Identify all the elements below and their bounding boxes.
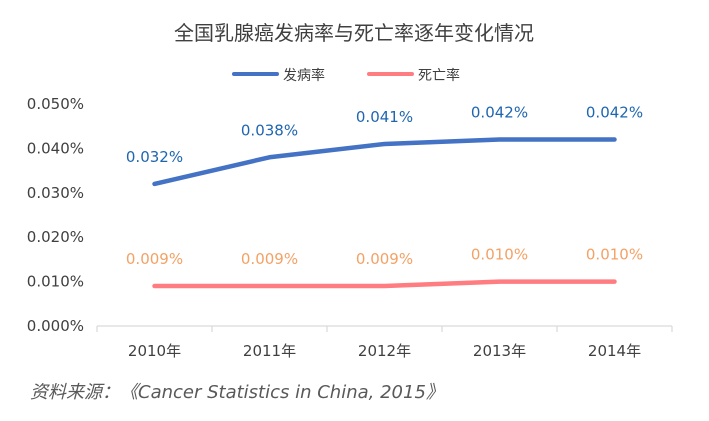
series-line (152, 137, 617, 187)
data-label: 0.042% (471, 104, 528, 122)
chart-title: 全国乳腺癌发病率与死亡率逐年变化情况 (174, 21, 534, 45)
x-tick-label: 2011年 (243, 342, 296, 360)
data-label: 0.010% (471, 246, 528, 264)
data-labels: 0.032% 0.038% 0.041% 0.042% 0.042% 0.009% 0.00… (126, 104, 643, 269)
x-tick-label: 2010年 (128, 342, 181, 360)
x-tick-label: 2012年 (358, 342, 411, 360)
data-label: 0.038% (241, 121, 298, 139)
data-label: 0.032% (126, 148, 183, 166)
x-axis: 2010年 2011年 2012年 2013年 2014年 (96, 325, 673, 360)
data-label: 0.009% (241, 250, 298, 268)
series-layer (152, 137, 617, 289)
legend-label: 发病率 (283, 67, 325, 84)
x-tick-label: 2013年 (473, 342, 526, 360)
y-tick-label: 0.010% (27, 273, 84, 291)
y-tick-label: 0.050% (27, 95, 84, 113)
y-tick-label: 0.000% (27, 317, 84, 335)
data-label: 0.009% (356, 250, 413, 268)
data-label: 0.009% (126, 250, 183, 268)
source-note: 资料来源：《Cancer Statistics in China, 2015》 (30, 382, 444, 403)
y-tick-label: 0.030% (27, 184, 84, 202)
data-label: 0.041% (356, 108, 413, 126)
series-line (152, 279, 617, 289)
y-axis: 0.000% 0.010% 0.020% 0.030% 0.040% 0.050% (27, 95, 84, 335)
legend: 发病率 死亡率 (232, 67, 460, 84)
data-label: 0.010% (586, 246, 643, 264)
legend-label: 死亡率 (418, 67, 460, 84)
y-tick-label: 0.040% (27, 139, 84, 157)
x-tick-label: 2014年 (588, 342, 641, 360)
y-tick-label: 0.020% (27, 228, 84, 246)
data-label: 0.042% (586, 104, 643, 122)
